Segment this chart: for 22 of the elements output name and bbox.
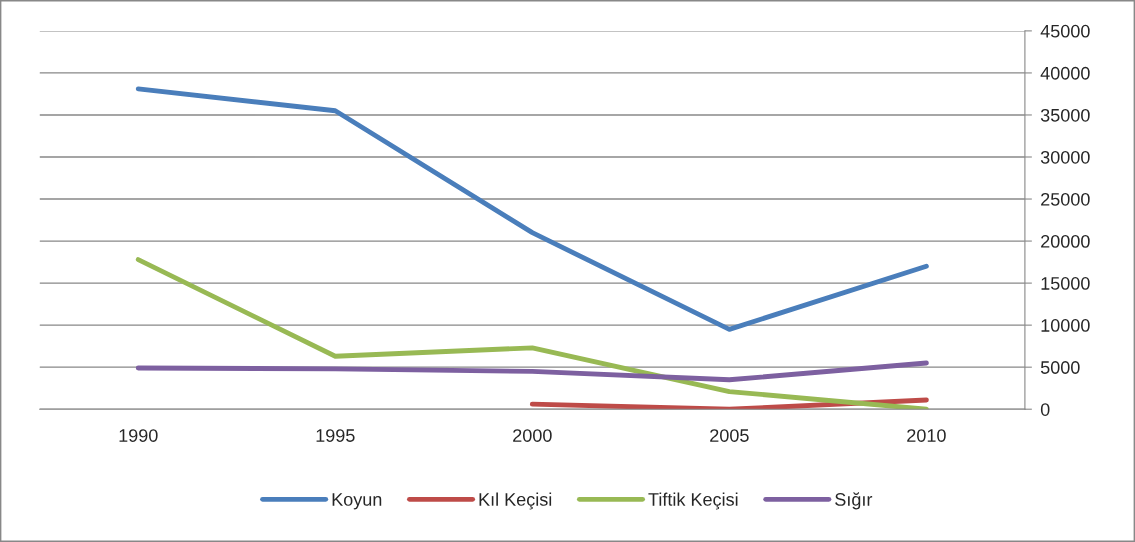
- y-tick-label: 10000: [1041, 319, 1090, 332]
- y-tick-label: 30000: [1040, 150, 1090, 164]
- x-tick-label: 2010: [907, 429, 946, 442]
- line-series: [135, 86, 929, 332]
- x-tick-label: 2000: [513, 429, 552, 442]
- x-tick-label: 1995: [316, 429, 355, 442]
- y-tick-label: 5000: [1040, 361, 1080, 374]
- y-tick-label: 35000: [1040, 108, 1090, 122]
- y-tick-label: 15000: [1041, 277, 1090, 290]
- legend-label: Kıl Keçisi: [479, 492, 552, 510]
- legend-label: Tiftik Keçisi: [648, 492, 738, 510]
- y-tick-label: 0: [1040, 403, 1050, 416]
- line-series: [135, 360, 929, 383]
- x-tick-label: 2005: [710, 429, 749, 442]
- y-tick-label: 20000: [1041, 235, 1090, 248]
- line-series: [135, 257, 929, 410]
- y-tick-label: 25000: [1041, 192, 1090, 206]
- legend-label: Koyun: [332, 493, 382, 510]
- y-tick-label: 45000: [1040, 24, 1090, 38]
- x-tick-label: 1990: [119, 429, 158, 442]
- y-tick-label: 40000: [1040, 66, 1090, 80]
- legend-label: Sığır: [835, 492, 873, 510]
